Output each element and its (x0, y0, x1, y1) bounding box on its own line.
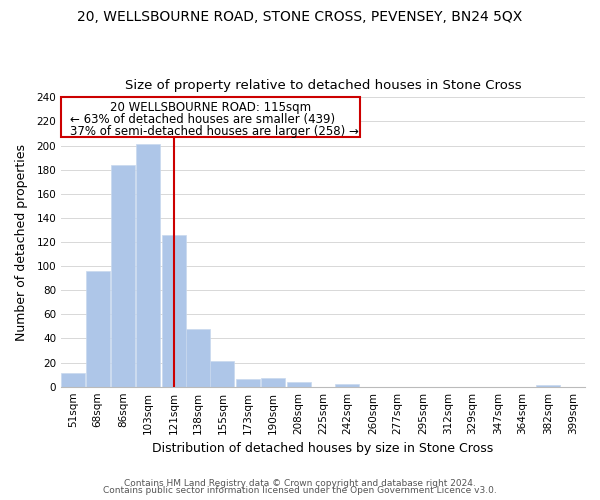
Bar (161, 235, 185, 386)
Bar (136, 144, 160, 386)
Text: 20, WELLSBOURNE ROAD, STONE CROSS, PEVENSEY, BN24 5QX: 20, WELLSBOURNE ROAD, STONE CROSS, PEVEN… (77, 10, 523, 24)
Bar (61, 98, 359, 137)
Title: Size of property relative to detached houses in Stone Cross: Size of property relative to detached ho… (125, 79, 521, 92)
Bar (112, 165, 136, 386)
Bar (61, 374, 85, 386)
Bar (211, 362, 235, 386)
Bar (287, 382, 311, 386)
Text: Contains HM Land Registry data © Crown copyright and database right 2024.: Contains HM Land Registry data © Crown c… (124, 478, 476, 488)
Bar (236, 380, 260, 386)
Text: 37% of semi-detached houses are larger (258) →: 37% of semi-detached houses are larger (… (70, 125, 358, 138)
Bar (186, 329, 210, 386)
Text: ← 63% of detached houses are smaller (439): ← 63% of detached houses are smaller (43… (70, 113, 335, 126)
Bar (86, 271, 110, 386)
Text: Contains public sector information licensed under the Open Government Licence v3: Contains public sector information licen… (103, 486, 497, 495)
Bar (335, 384, 359, 386)
Bar (261, 378, 285, 386)
X-axis label: Distribution of detached houses by size in Stone Cross: Distribution of detached houses by size … (152, 442, 494, 455)
Y-axis label: Number of detached properties: Number of detached properties (15, 144, 28, 340)
Text: 20 WELLSBOURNE ROAD: 115sqm: 20 WELLSBOURNE ROAD: 115sqm (110, 101, 311, 114)
